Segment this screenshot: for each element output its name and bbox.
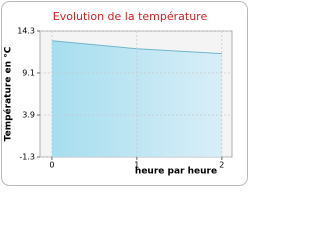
y-tick-label: -1.3 [19,153,35,162]
x-tick-label: 2 [219,161,224,170]
y-axis-label: Température en °C [3,46,14,141]
x-tick-label: 0 [49,161,54,170]
y-tick-label: 3.9 [22,111,35,120]
x-axis-label: heure par heure [135,167,217,177]
x-tick-label: 1 [134,161,139,170]
y-tick-label: 9.1 [22,69,35,78]
chart-title: Evolution de la température [53,10,208,23]
y-tick-label: 14.3 [17,27,35,36]
chart: Evolution de la température heure par he… [1,1,248,186]
area-fill [51,40,222,157]
